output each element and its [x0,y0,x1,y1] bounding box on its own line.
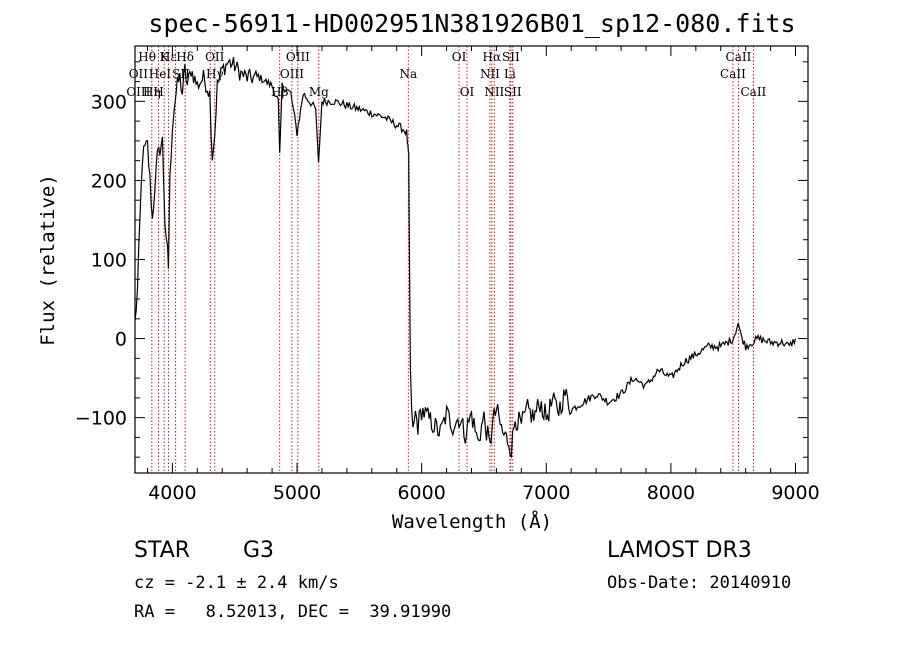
line-label-16: Na [399,67,417,81]
y-tick-label-200: 200 [91,170,127,192]
line-label-10: OII [205,50,225,64]
redshift-line: cz = -2.1 ± 2.4 km/s [134,573,339,593]
line-label-20: SII [502,50,520,64]
line-label-21: NII [480,67,500,81]
x-tick-label-9000: 9000 [771,482,819,504]
spectrum-line [134,56,797,459]
line-label-4: Hε [160,50,177,64]
line-label-26: CaII [720,67,746,81]
x-tick-label-6000: 6000 [397,482,445,504]
line-label-24: SII [504,85,522,99]
axis-ticks: 4000 5000 6000 7000 8000 9000 −100 0 100 200 300 [75,46,820,504]
line-label-15: Mg [309,85,329,99]
y-tick-label-0: 0 [115,329,127,351]
obs-date-line: Obs-Date: 20140910 [607,573,792,593]
line-label-1: OII [129,67,149,81]
line-label-17: OI [452,50,467,64]
line-label-23: NII [484,85,504,99]
line-label-2: OIII [126,85,150,99]
y-tick-label-100: 100 [91,250,127,272]
line-label-5: Hδ [176,50,194,64]
y-tick-label--100: −100 [75,408,127,430]
line-label-0: Hθ [138,50,156,64]
x-axis-label: Wavelength (Å) [392,510,552,533]
line-label-9: H [153,85,163,99]
plot-frame [134,45,809,474]
line-label-18: OI [460,85,475,99]
line-label-19: Hα [483,50,502,64]
line-label-27: CaII [740,85,766,99]
x-tick-label-7000: 7000 [522,482,570,504]
line-label-22: Li [504,67,516,81]
line-label-12: OIII [286,50,310,64]
line-label-13: OIII [280,67,304,81]
spectral-line-markers [151,46,754,473]
x-tick-label-4000: 4000 [148,482,196,504]
object-type: STAR [134,538,191,563]
coordinates-line: RA = 8.52013, DEC = 39.91990 [134,602,452,622]
y-tick-label-300: 300 [91,91,127,113]
line-label-25: CaII [726,50,752,64]
line-label-6: HeI [149,67,172,81]
line-label-3: K [160,50,170,64]
line-label-7: Hη [143,85,161,99]
chart-title: spec-56911-HD002951N381926B01_sp12-080.f… [148,9,795,38]
survey-name: LAMOST DR3 [607,538,752,563]
x-tick-label-8000: 8000 [647,482,695,504]
object-subclass: G3 [243,538,275,563]
line-label-8: SII [172,67,190,81]
x-tick-label-5000: 5000 [273,482,321,504]
y-axis-label: Flux (relative) [37,174,59,346]
